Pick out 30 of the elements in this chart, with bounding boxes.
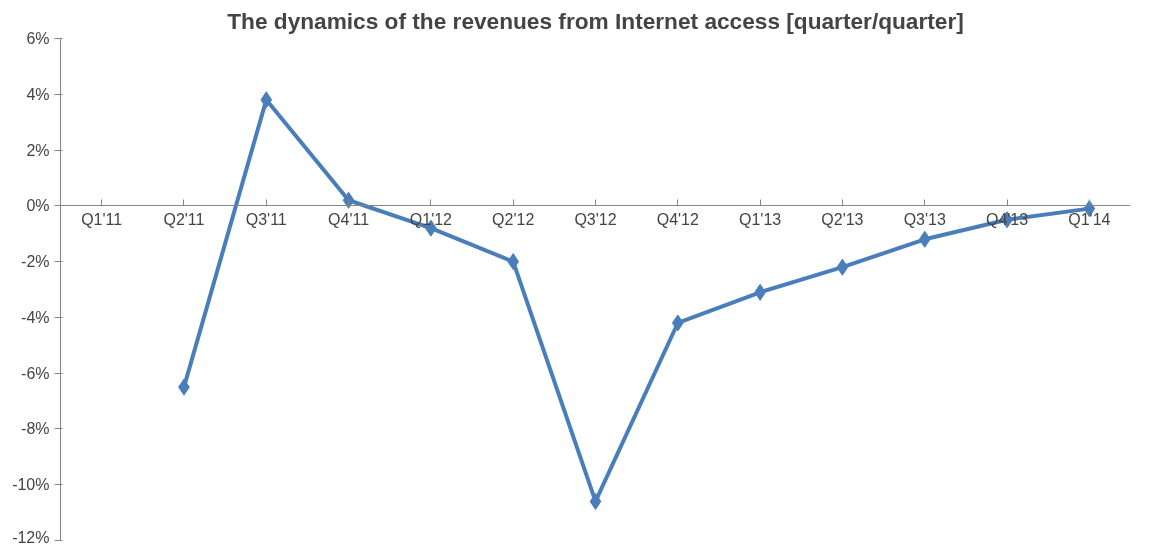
x-tick-label: Q2'13 bbox=[821, 210, 864, 228]
x-tick-label: Q1'11 bbox=[81, 210, 123, 228]
y-tick-label: 2% bbox=[26, 141, 50, 159]
x-tick-label: Q4'11 bbox=[328, 210, 370, 228]
point bbox=[836, 258, 849, 276]
x-tick-label: Q3'12 bbox=[574, 210, 617, 228]
x-tick-label: Q3'13 bbox=[903, 210, 946, 228]
x-tick-label: Q1'12 bbox=[409, 210, 453, 228]
x-tick-label: Q1'13 bbox=[739, 210, 782, 228]
y-tick-label: -8% bbox=[21, 420, 50, 438]
x-tick-label: Q4'12 bbox=[656, 210, 700, 228]
y-tick-label: 0% bbox=[26, 197, 50, 215]
point bbox=[589, 492, 602, 510]
y-tick-label: 6% bbox=[26, 30, 50, 47]
point bbox=[671, 314, 684, 332]
point bbox=[260, 91, 273, 109]
y-tick-label: -2% bbox=[21, 253, 50, 271]
chart-title: The dynamics of the revenues from Internet access [quarter/quarter] bbox=[227, 7, 964, 34]
y-tick-label: 4% bbox=[26, 85, 50, 103]
y-tick-label: -4% bbox=[21, 308, 50, 326]
y-tick-label: -6% bbox=[21, 364, 50, 382]
point bbox=[507, 253, 520, 271]
x-tick-label: Q3'11 bbox=[245, 210, 287, 228]
x-tick-label: Q1'14 bbox=[1068, 210, 1111, 228]
x-tick-label: Q2'11 bbox=[163, 210, 205, 228]
y-tick-label: -12% bbox=[12, 528, 50, 546]
point bbox=[918, 230, 931, 248]
point bbox=[342, 191, 355, 209]
x-tick-label: Q2'12 bbox=[492, 210, 535, 228]
y-tick-label: -10% bbox=[12, 476, 50, 494]
